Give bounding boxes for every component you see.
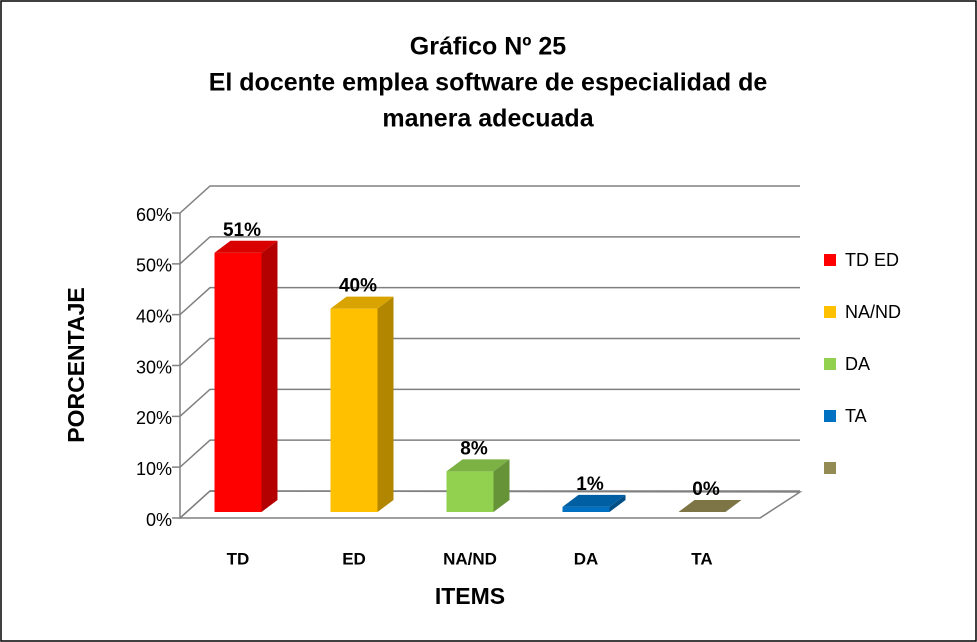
legend-label: TD ED [845, 250, 899, 270]
chart-title: El docente emplea software de especialid… [209, 69, 768, 97]
y-tick-label: 60% [136, 205, 172, 225]
grid-line [172, 286, 800, 316]
x-tick-label: TD [227, 549, 250, 568]
bar-top [446, 459, 510, 472]
bar-top [562, 494, 626, 507]
y-tick-label: 30% [136, 357, 172, 377]
bar-front [330, 308, 378, 512]
x-tick-label: NA/ND [443, 549, 497, 568]
x-tick-label: DA [574, 549, 599, 568]
legend-swatch [824, 254, 836, 266]
legend-label: TA [845, 406, 867, 426]
y-tick-label: 50% [136, 256, 172, 276]
bar [678, 500, 742, 512]
bar [330, 296, 394, 512]
bar [446, 459, 510, 512]
grid-line [172, 337, 800, 367]
y-tick-label: 0% [146, 510, 172, 530]
bar-front [214, 252, 262, 512]
bar-top [330, 296, 394, 309]
legend-swatch [824, 462, 836, 474]
bar [214, 240, 278, 512]
legend-swatch [824, 358, 836, 370]
grid-line [172, 388, 800, 418]
x-axis-label: ITEMS [435, 583, 505, 609]
y-tick-label: 20% [136, 408, 172, 428]
data-label: 0% [692, 479, 720, 500]
y-tick-label: 40% [136, 306, 172, 326]
bar-side [377, 296, 394, 512]
bar-side [493, 459, 510, 512]
chart-title: manera adecuada [382, 105, 594, 133]
bar-front [446, 471, 494, 512]
y-axis-label: PORCENTAJE [63, 287, 89, 443]
legend-label: NA/ND [845, 302, 901, 322]
data-label: 51% [223, 220, 261, 241]
legend-label: DA [845, 354, 870, 374]
data-label: 1% [576, 474, 604, 495]
bar-top [678, 500, 742, 512]
data-label: 40% [339, 276, 377, 297]
bar-front [562, 506, 610, 512]
bar-side [609, 494, 626, 512]
bar-side [261, 240, 278, 512]
bar-top [214, 240, 278, 253]
grid-line [172, 185, 800, 214]
x-tick-label: TA [691, 549, 712, 568]
bar [562, 494, 626, 512]
y-tick-label: 10% [136, 459, 172, 479]
chart-title: Gráfico Nº 25 [410, 33, 567, 61]
data-label: 8% [460, 438, 488, 459]
legend-swatch [824, 410, 836, 422]
grid-line [172, 236, 800, 265]
legend-swatch [824, 306, 836, 318]
grid-line [172, 439, 800, 468]
x-tick-label: ED [342, 549, 366, 568]
